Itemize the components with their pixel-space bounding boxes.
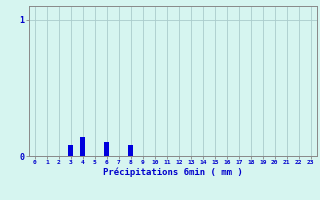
- X-axis label: Précipitations 6min ( mm ): Précipitations 6min ( mm ): [103, 168, 243, 177]
- Bar: [128, 145, 133, 156]
- Bar: [80, 137, 85, 156]
- Bar: [104, 142, 109, 156]
- Bar: [68, 145, 73, 156]
